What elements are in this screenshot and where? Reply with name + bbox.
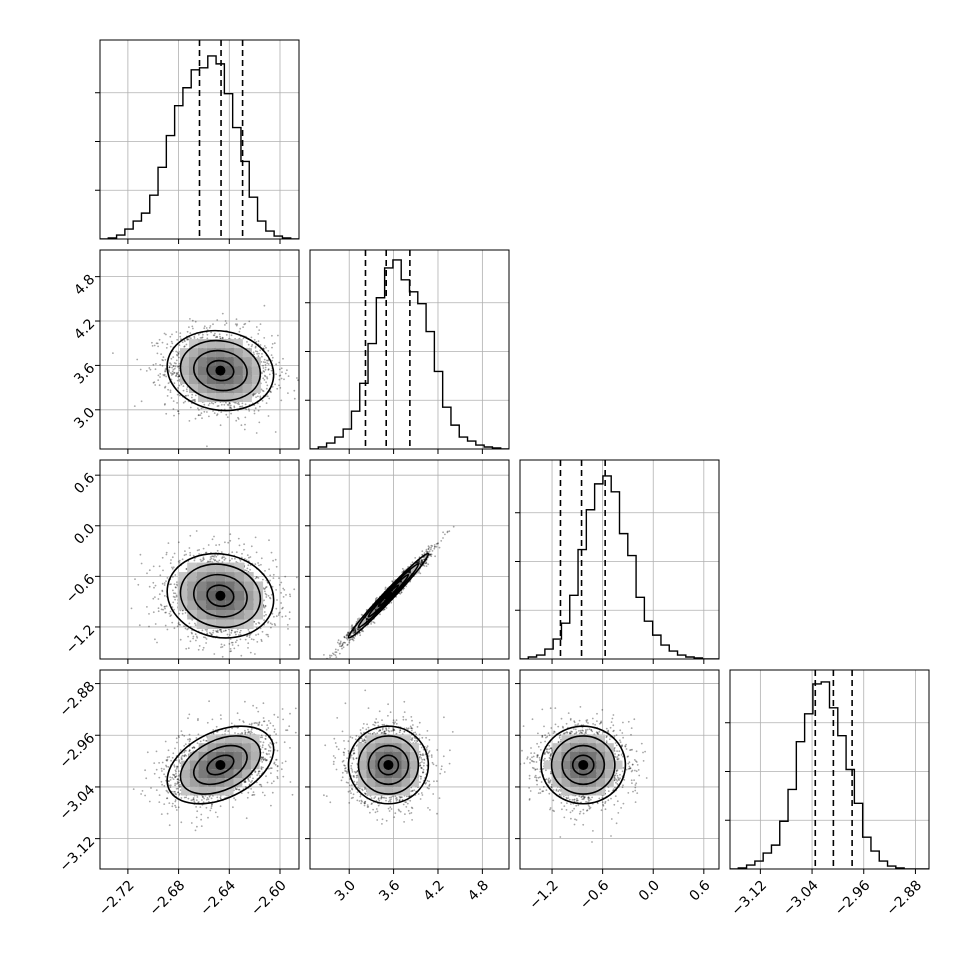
y-tick-label: −2.96: [57, 730, 99, 772]
panel-2-1: [305, 460, 509, 677]
x-tick-label: −3.04: [780, 877, 822, 919]
x-tick-label: 3.6: [376, 877, 403, 904]
density-peak: [383, 591, 393, 601]
panel-3-1: [305, 670, 509, 874]
contours: [345, 550, 432, 641]
y-tick-label: 4.2: [71, 316, 98, 343]
x-tick-label: 0.0: [636, 877, 663, 904]
panel-content: [310, 250, 509, 449]
x-tick-label: 0.6: [687, 877, 714, 904]
contours: [348, 726, 428, 804]
panel-3-0: [95, 670, 309, 874]
density-peak: [215, 591, 225, 601]
panel-frame: [520, 460, 719, 659]
x-tick-label: −2.64: [197, 877, 239, 919]
panel-1-1: [305, 250, 509, 454]
panel-content: [315, 526, 454, 677]
x-tick-label: −2.68: [147, 877, 189, 919]
panel-content: [520, 460, 719, 659]
y-tick-label: 4.8: [71, 272, 98, 299]
x-tick-label: 4.2: [421, 877, 448, 904]
y-tick-label: −3.12: [57, 834, 99, 876]
y-tick-label: 0.6: [71, 470, 98, 497]
panel-2-0: [95, 460, 318, 673]
panel-content: [323, 690, 454, 825]
density-peak: [578, 760, 588, 770]
x-tick-label: 3.0: [332, 877, 359, 904]
panel-content: [133, 700, 309, 831]
histogram-step: [520, 476, 719, 659]
y-tick-label: −0.6: [63, 571, 98, 606]
x-tick-label: −2.88: [884, 877, 926, 919]
panel-2-2: [515, 460, 719, 664]
panel-3-2: [515, 670, 719, 874]
x-tick-label: 4.8: [465, 877, 492, 904]
panel-1-0: [95, 250, 307, 454]
x-tick-label: −2.60: [248, 877, 290, 919]
contours: [541, 726, 625, 804]
y-tick-label: 3.0: [71, 405, 98, 432]
y-tick-label: −3.04: [57, 782, 99, 824]
panel-0-0: [95, 40, 299, 244]
y-tick-label: 0.0: [71, 521, 98, 548]
contours: [155, 710, 286, 819]
histogram-step: [730, 682, 929, 869]
density-peak: [383, 760, 393, 770]
x-tick-label: −3.12: [728, 877, 770, 919]
panel-content: [516, 706, 647, 843]
x-tick-label: −2.96: [832, 877, 874, 919]
panel-content: [131, 530, 318, 673]
density-peak: [215, 760, 225, 770]
x-tick-label: −2.72: [96, 877, 138, 919]
x-tick-label: −0.6: [577, 877, 612, 912]
panel-content: [112, 305, 307, 452]
y-tick-label: −2.88: [57, 679, 99, 721]
panel-content: [730, 670, 929, 869]
y-tick-label: 3.6: [71, 360, 98, 387]
y-tick-label: −1.2: [63, 622, 98, 657]
panel-frame: [310, 460, 509, 659]
panel-content: [100, 40, 299, 239]
panel-3-3: [725, 670, 929, 874]
x-tick-label: −1.2: [526, 877, 561, 912]
density-peak: [215, 366, 225, 376]
